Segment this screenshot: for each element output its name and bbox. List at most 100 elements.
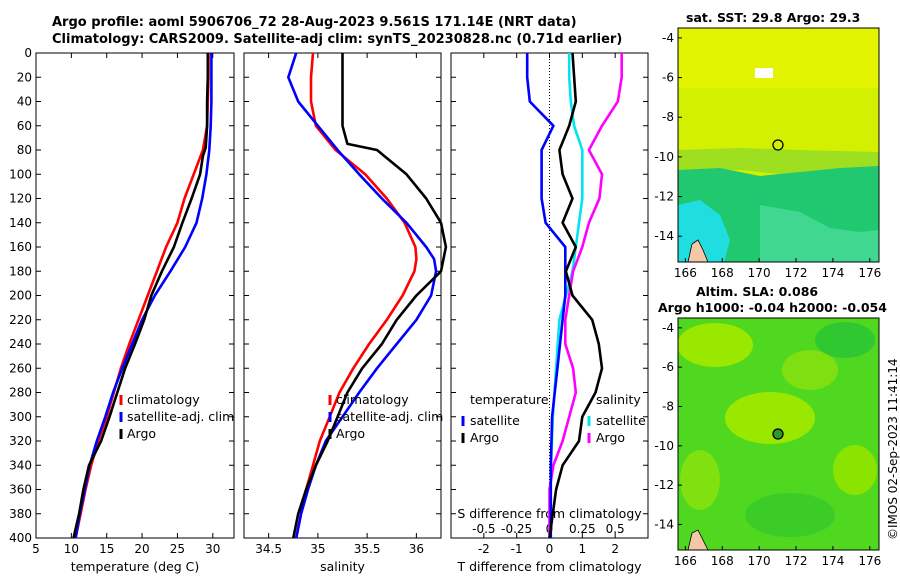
sst-cold-patch — [678, 200, 730, 262]
lon-tick-label: 166 — [674, 266, 697, 280]
lat-tick-label: -8 — [662, 399, 674, 413]
sla-argo-location — [772, 428, 784, 440]
legend-label: satellite-adj. clim — [336, 409, 443, 424]
x-tick-label: -2 — [478, 542, 490, 556]
depth-tick-label: 160 — [9, 240, 32, 254]
lat-tick-label: -10 — [654, 150, 674, 164]
lon-tick-label: 168 — [711, 266, 734, 280]
sst-land-coast — [687, 239, 709, 262]
lon-tick-label: 170 — [748, 266, 771, 280]
x-tick-label: -1 — [511, 542, 523, 556]
series-line-temperature-Argo — [548, 52, 604, 539]
s-tick-label: -0.25 — [501, 522, 532, 536]
depth-tick-label: 240 — [9, 337, 32, 351]
depth-tick-label: 280 — [9, 386, 32, 400]
depth-tick-label: 40 — [17, 95, 32, 109]
sst-map: 166 168 170 172 174 176 -4 -6 -8 -10 -12 -14 — [654, 27, 881, 280]
lon-tick-label: 176 — [858, 266, 881, 280]
x-tick-label: 30 — [205, 542, 220, 556]
x-tick-label: 15 — [99, 542, 114, 556]
lon-tick-label: 174 — [821, 554, 844, 568]
x-tick-label: 36 — [409, 542, 424, 556]
panel-temperature: 5 10 15 20 25 30 temperature (deg C) 0 20 40 60 80 1… — [9, 46, 235, 574]
series-line-Argo — [72, 53, 210, 539]
legend-title-salinity: salinity — [596, 392, 641, 407]
depth-tick-label: 260 — [9, 361, 32, 375]
sst-argo-location — [772, 139, 784, 151]
depth-tick-label: 320 — [9, 434, 32, 448]
depth-tick-label: 340 — [9, 458, 32, 472]
sla-high-4 — [833, 445, 877, 495]
x-axis-label: salinity — [320, 559, 365, 574]
lat-tick-label: -6 — [662, 71, 674, 85]
sst-missing-data — [755, 68, 773, 78]
depth-tick-label: 0 — [24, 46, 32, 60]
legend-label: climatology — [127, 392, 200, 407]
depth-tick-label: 100 — [9, 167, 32, 181]
x-tick-label: 2 — [611, 542, 619, 556]
depth-tick-label: 380 — [9, 507, 32, 521]
x-tick-label: 1 — [579, 542, 587, 556]
legend-label: satellite — [596, 413, 646, 428]
legend-label: satellite — [470, 413, 520, 428]
x-axis-label: temperature (deg C) — [71, 559, 200, 574]
depth-tick-label: 20 — [17, 70, 32, 84]
sla-high-3 — [725, 392, 815, 444]
legend-label: Argo — [127, 426, 156, 441]
lat-tick-label: -12 — [654, 190, 674, 204]
lat-tick-label: -8 — [662, 110, 674, 124]
legend-title-temperature: temperature — [470, 392, 549, 407]
series-line-Argo — [292, 53, 448, 539]
lon-tick-label: 170 — [748, 554, 771, 568]
lat-tick-label: -4 — [662, 31, 674, 45]
depth-tick-label: 60 — [17, 119, 32, 133]
sst-map-title: sat. SST: 29.8 Argo: 29.3 — [686, 10, 861, 25]
lon-tick-label: 172 — [785, 266, 808, 280]
x-tick-label: 0 — [546, 542, 554, 556]
depth-tick-label: 200 — [9, 289, 32, 303]
legend-label: Argo — [336, 426, 365, 441]
plot-frame — [243, 52, 442, 539]
series-line-salinity-satellite — [525, 53, 567, 538]
x-tick-label: 35 — [310, 542, 325, 556]
depth-tick-label: 300 — [9, 410, 32, 424]
s-tick-label: -0.5 — [472, 522, 495, 536]
sla-map-title-1: Altim. SLA: 0.086 — [696, 284, 819, 299]
sst-mid-region — [760, 205, 879, 262]
depth-tick-label: 360 — [9, 483, 32, 497]
depth-tick-label: 120 — [9, 192, 32, 206]
lat-tick-label: -14 — [654, 517, 674, 531]
s-tick-label: 0.5 — [606, 522, 625, 536]
lat-tick-label: -4 — [662, 321, 674, 335]
x-axis-label: T difference from climatology — [456, 559, 642, 574]
sla-map: 166 168 170 172 174 176 -4 -6 -8 -10 -12 -14 — [654, 317, 881, 568]
sla-high-2 — [782, 350, 838, 390]
sla-map-title-2: Argo h1000: -0.04 h2000: -0.054 — [658, 300, 887, 315]
sla-low-1 — [815, 322, 875, 358]
series-line-climatology — [294, 52, 418, 539]
depth-tick-label: 80 — [17, 143, 32, 157]
lon-tick-label: 166 — [674, 554, 697, 568]
depth-tick-label: 220 — [9, 313, 32, 327]
x-tick-label: 34.5 — [255, 542, 282, 556]
lat-tick-label: -12 — [654, 478, 674, 492]
plot-frame — [35, 52, 235, 539]
depth-tick-label: 180 — [9, 264, 32, 278]
depth-tick-label: 400 — [9, 531, 32, 545]
lon-tick-label: 174 — [821, 266, 844, 280]
sla-low-2 — [745, 493, 835, 537]
x-tick-label: 5 — [32, 542, 40, 556]
legend-label: climatology — [336, 392, 409, 407]
legend-label: Argo — [470, 430, 499, 445]
x-tick-label: 20 — [134, 542, 149, 556]
lon-tick-label: 168 — [711, 554, 734, 568]
legend-label: satellite-adj. clim — [127, 409, 234, 424]
title-line-1: Argo profile: aoml 5906706_72 28-Aug-202… — [52, 15, 577, 30]
x-tick-label: 35.5 — [354, 542, 381, 556]
x-tick-label: 25 — [170, 542, 185, 556]
panel-salinity: 34.5 35 35.5 36 salinity climatology satellite… — [243, 52, 448, 574]
lon-tick-label: 176 — [858, 554, 881, 568]
sla-map-frame — [677, 317, 880, 551]
